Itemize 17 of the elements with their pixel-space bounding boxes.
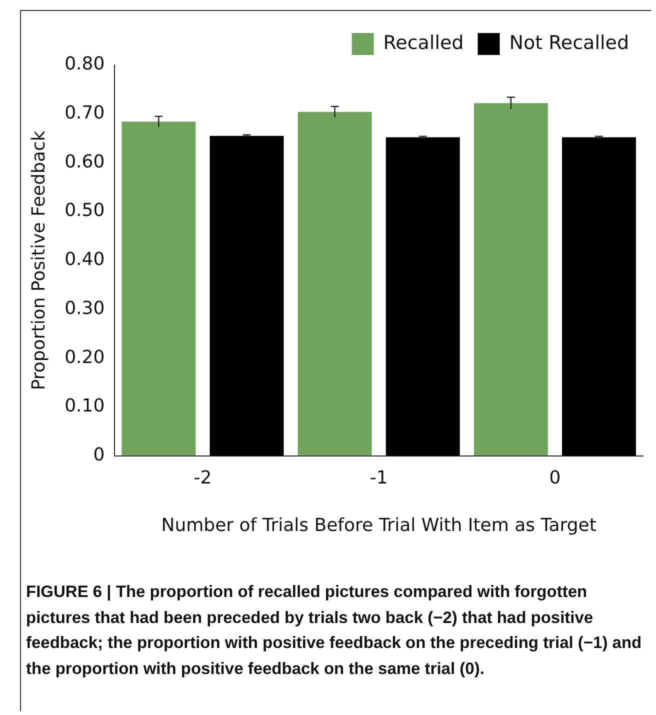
y-tick-label: 0.50 bbox=[64, 200, 105, 222]
caption: FIGURE 6 | The proportion of recalled pictures compared with forgotten pictures that had been preceded by trials two back (−2) that had positive feedback; the proportion with positive feedback on the preceding trial (−1) and the proportion with positive feedback on the same trial (0). bbox=[26, 582, 643, 680]
y-tick-label: 0.10 bbox=[64, 396, 105, 417]
y-tick-label: 0.80 bbox=[64, 54, 105, 75]
x-tick-label: -1 bbox=[370, 467, 388, 488]
y-tick-label: 0.60 bbox=[64, 151, 105, 172]
y-tick-label: 0.40 bbox=[64, 249, 105, 270]
y-tick-label: 0 bbox=[93, 444, 105, 466]
y-tick-label: 0.30 bbox=[64, 298, 105, 319]
x-axis-title: Number of Trials Before Trial With Item as Target bbox=[161, 514, 596, 536]
legend-label: Not Recalled bbox=[509, 32, 630, 54]
y-tick-label: 0.20 bbox=[64, 346, 105, 368]
x-tick-label: -2 bbox=[194, 467, 212, 488]
legend-label: Recalled bbox=[383, 32, 464, 54]
y-axis-title: Proportion Positive Feedback bbox=[28, 130, 50, 390]
x-tick-label: 0 bbox=[549, 467, 561, 488]
y-tick-label: 0.70 bbox=[64, 102, 105, 124]
